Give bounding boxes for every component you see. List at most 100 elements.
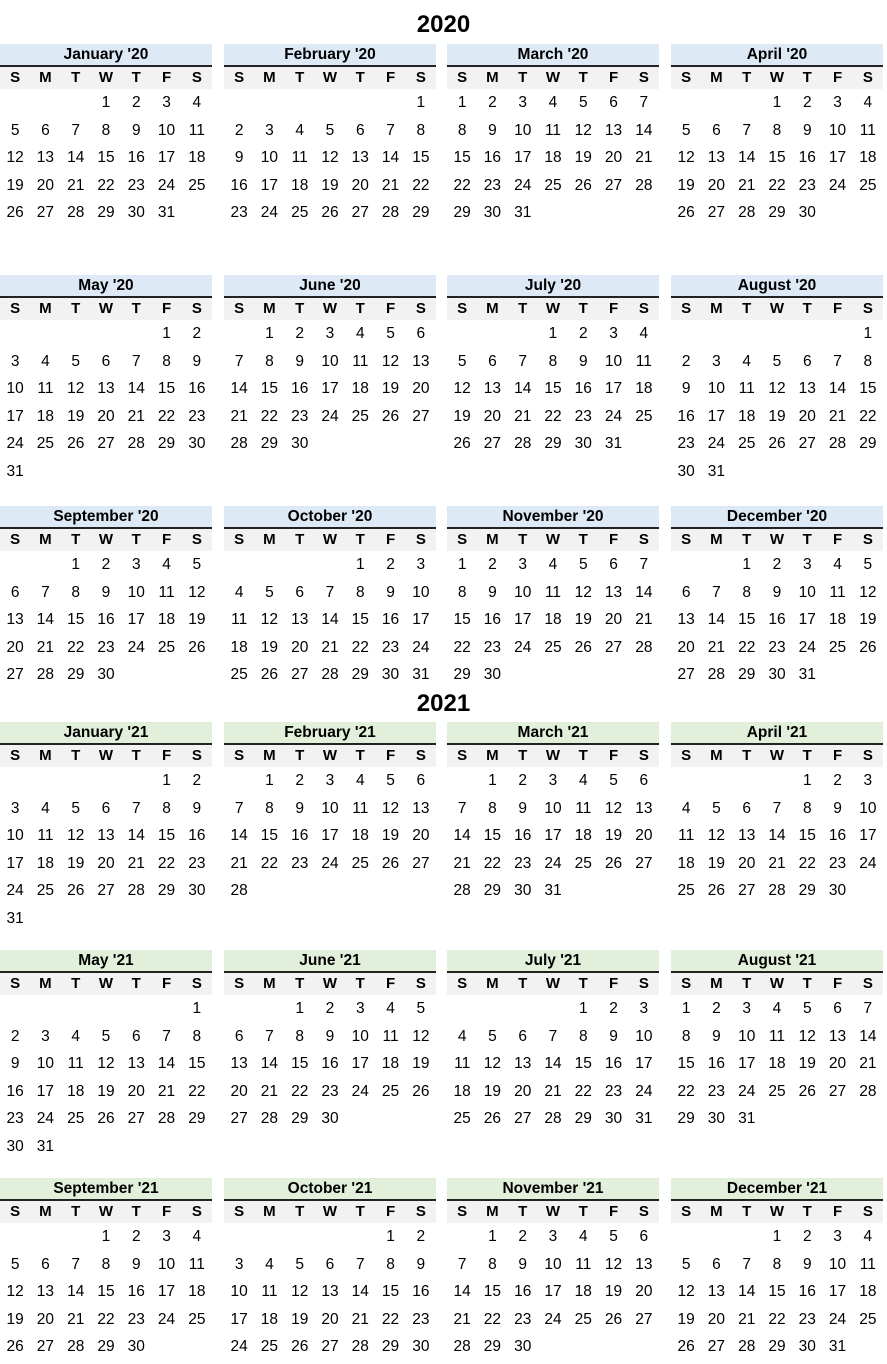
day-cell: 23 — [483, 176, 502, 194]
day-cell: 7 — [548, 1027, 558, 1045]
day-cell: 14 — [828, 380, 847, 397]
day-cell — [762, 1361, 792, 1364]
month-calendar: July '21 S M T W T F S 1 2 3 4 5 6 7 8 9 10 11 12 13 14 15 16 17… — [447, 950, 659, 1160]
day-cell: 31 — [544, 882, 562, 899]
day-cell: 23 — [483, 638, 502, 656]
day-cell: 9 — [802, 1255, 812, 1273]
day-cell — [345, 905, 375, 933]
day-cell — [406, 1133, 436, 1161]
day-cell: 16 — [97, 611, 115, 628]
day-cell: 25 — [635, 407, 653, 425]
day-cell: 15 — [291, 1055, 309, 1072]
day-cell — [30, 1361, 60, 1364]
day-cell: 5 — [681, 1255, 691, 1273]
day-cell — [315, 89, 345, 117]
day-cell: 19 — [6, 1310, 24, 1328]
day-cell: 16 — [483, 611, 502, 628]
day-cell: 14 — [321, 611, 339, 628]
day-cell — [406, 1105, 436, 1133]
day-cell: 6 — [681, 583, 691, 601]
day-cell — [224, 551, 254, 579]
day-cell: 23 — [514, 1310, 532, 1328]
day-cell: 12 — [453, 380, 471, 397]
week-row: 1 2 3 4 5 6 7 — [671, 995, 883, 1023]
week-row: 20 21 22 23 24 25 26 — [671, 634, 883, 662]
day-cell: 12 — [97, 1055, 115, 1072]
day-cell — [732, 767, 762, 795]
day-cell: 22 — [544, 407, 562, 425]
day-cell: 25 — [828, 638, 847, 656]
weekday-label: S — [191, 747, 202, 764]
weekday-label: M — [263, 747, 276, 764]
day-cell: 10 — [604, 352, 623, 370]
day-cell: 21 — [859, 1055, 877, 1072]
day-cell: 28 — [260, 1110, 279, 1127]
day-cell: 13 — [36, 1283, 55, 1300]
day-cell — [375, 89, 405, 117]
day-cell: 8 — [192, 1027, 202, 1045]
week-row: 29 30 — [447, 661, 659, 689]
day-cell: 29 — [798, 882, 816, 899]
day-cell: 29 — [351, 666, 369, 683]
day-cell: 2 — [10, 1027, 20, 1045]
week-row: 2 3 4 5 6 7 8 — [224, 117, 436, 145]
day-cell: 2 — [131, 1228, 141, 1245]
day-cell — [30, 227, 60, 255]
day-cell: 30 — [321, 1110, 339, 1127]
week-row: 27 28 29 30 — [224, 1105, 436, 1133]
month-header: May '20 — [0, 275, 212, 298]
day-cell — [375, 227, 405, 255]
day-cell — [406, 458, 436, 486]
day-cell: 15 — [768, 149, 786, 166]
week-row: 6 7 8 9 10 11 12 — [0, 579, 212, 607]
week-row: 1 2 3 4 5 6 7 — [447, 89, 659, 117]
day-cell — [0, 227, 30, 255]
day-cell: 9 — [609, 1027, 618, 1045]
day-cell — [224, 1133, 254, 1161]
day-cell — [447, 1133, 477, 1161]
day-cell: 9 — [131, 121, 141, 139]
day-cell: 11 — [678, 827, 695, 844]
day-cell: 31 — [828, 1338, 847, 1355]
day-cell: 22 — [381, 1310, 400, 1328]
day-cell: 7 — [265, 1027, 274, 1045]
day-cell: 28 — [321, 666, 339, 683]
day-cell: 16 — [6, 1082, 24, 1100]
day-cell — [477, 1133, 507, 1161]
day-cell — [598, 458, 628, 486]
day-cell: 6 — [41, 1255, 50, 1273]
week-row: 15 16 17 18 19 20 21 — [447, 606, 659, 634]
day-cell — [732, 89, 762, 117]
day-cell: 2 — [386, 556, 395, 573]
day-cell — [121, 1361, 151, 1364]
day-cell: 20 — [412, 827, 430, 844]
day-cell: 5 — [101, 1027, 111, 1045]
day-cell: 23 — [514, 854, 532, 872]
week-row: 1 2 3 — [671, 767, 883, 795]
day-cell — [254, 1133, 284, 1161]
day-cell — [224, 227, 254, 255]
day-cell — [61, 767, 91, 795]
day-cell: 28 — [514, 435, 532, 452]
day-cell: 26 — [67, 435, 85, 452]
weekday-label: S — [457, 975, 468, 992]
week-row: 23 24 25 26 27 28 29 — [224, 199, 436, 227]
day-cell: 5 — [265, 583, 274, 601]
day-cell: 17 — [412, 611, 430, 628]
day-cell: 31 — [6, 462, 24, 480]
weekday-label: S — [638, 1203, 649, 1220]
day-cell: 11 — [859, 121, 876, 139]
day-cell: 1 — [192, 1000, 202, 1017]
day-cell: 4 — [639, 325, 649, 342]
day-cell: 3 — [863, 772, 873, 789]
day-cell: 20 — [351, 176, 369, 194]
weekday-label: F — [832, 300, 843, 317]
weekday-label: W — [545, 747, 561, 764]
weekday-label: T — [131, 747, 141, 764]
day-cell — [671, 320, 701, 348]
month-header: April '21 — [671, 722, 883, 745]
